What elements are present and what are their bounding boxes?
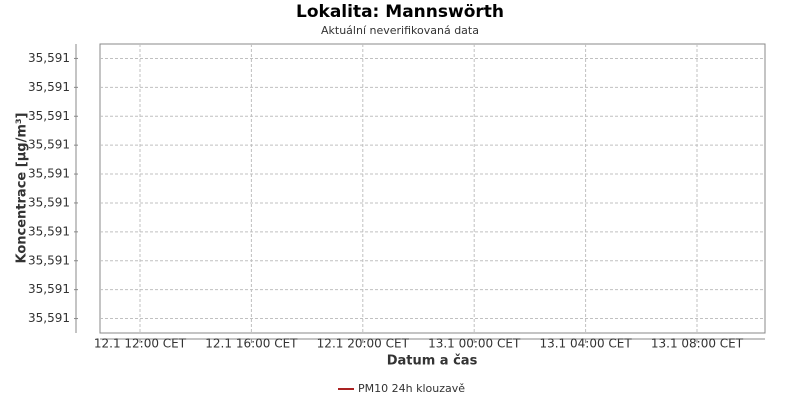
y-tick-label: 35,591	[28, 167, 70, 181]
x-tick-label: 12.1 20:00 CET	[317, 337, 410, 351]
y-tick-label: 35,591	[28, 195, 70, 209]
y-tick-label: 35,591	[28, 80, 70, 94]
chart-subtitle: Aktuální neverifikovaná data	[321, 24, 479, 37]
y-tick-label: 35,591	[28, 51, 70, 65]
plot-area	[99, 43, 766, 334]
x-tick-label: 12.1 16:00 CET	[205, 337, 298, 351]
x-axis-label: Datum a čas	[387, 354, 478, 369]
chart-title: Lokalita: Mannswörth	[296, 2, 504, 22]
y-tick-label: 35,591	[28, 311, 70, 325]
x-tick-label: 13.1 08:00 CET	[651, 337, 744, 351]
x-tick-label: 13.1 00:00 CET	[428, 337, 521, 351]
y-tick-label: 35,591	[28, 224, 70, 238]
legend-label: PM10 24h klouzavě	[358, 382, 465, 395]
x-tick-label: 12.1 12:00 CET	[94, 337, 187, 351]
y-axis-label: Koncentrace [µg/m³]	[15, 113, 30, 264]
y-tick-label: 35,591	[28, 282, 70, 296]
y-tick-label: 35,591	[28, 138, 70, 152]
x-tick-label: 13.1 04:00 CET	[539, 337, 632, 351]
y-tick-label: 35,591	[28, 109, 70, 123]
y-tick-label: 35,591	[28, 253, 70, 267]
